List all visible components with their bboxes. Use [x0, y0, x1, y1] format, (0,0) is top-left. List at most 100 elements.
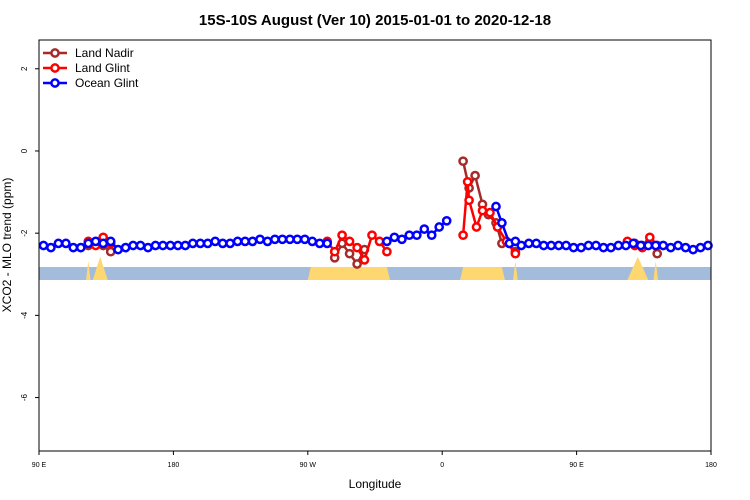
- land-band-0: [307, 267, 390, 280]
- point-ocean-glint-3-0: [516, 240, 527, 251]
- point-ocean-glint-3-12: [606, 242, 616, 253]
- point-ocean-glint-0-11: [120, 242, 131, 253]
- point-land-nadir-2-0: [458, 156, 468, 167]
- point-ocean-glint-0-24: [217, 238, 228, 249]
- x-axis: 90 E 180 90 W 0 90 E 180: [32, 451, 717, 469]
- point-land-glint-2-3: [471, 222, 482, 232]
- y-axis-label: XCO2 - MLO trend (ppm): [0, 178, 14, 313]
- point-land-glint-2-1: [462, 176, 473, 187]
- x-tick-label-4: 90 E: [569, 462, 584, 469]
- point-ocean-glint-0-15: [150, 240, 161, 251]
- point-ocean-glint-3-13: [613, 240, 624, 251]
- point-ocean-glint-3-21: [673, 240, 683, 251]
- point-ocean-glint-1-4: [411, 230, 422, 241]
- legend-label-ocean-glint: Ocean Glint: [75, 76, 139, 90]
- point-land-glint-2-5: [485, 207, 495, 218]
- point-ocean-glint-1-5: [419, 224, 430, 234]
- x-tick-label-1: 180: [168, 462, 180, 469]
- point-land-glint-2-2: [464, 195, 474, 206]
- point-ocean-glint-3-11: [598, 242, 609, 253]
- point-land-nadir-0-3: [105, 246, 116, 257]
- point-land-glint-1-4: [352, 242, 362, 253]
- point-ocean-glint-0-8: [98, 238, 109, 249]
- point-ocean-glint-0-34: [292, 234, 303, 245]
- legend-item-land-glint: Land Glint: [43, 61, 130, 75]
- x-tick-label-0: 90 E: [32, 462, 47, 469]
- x-tick-label-2: 90 W: [300, 462, 317, 469]
- point-ocean-glint-1-8: [441, 215, 452, 226]
- point-land-nadir-1-3: [352, 259, 362, 269]
- point-ocean-glint-3-5: [553, 240, 564, 251]
- point-ocean-glint-1-0: [382, 236, 392, 247]
- point-ocean-glint-0-22: [202, 238, 213, 249]
- point-ocean-glint-0-31: [270, 234, 280, 245]
- legend-item-land-nadir: Land Nadir: [43, 46, 134, 60]
- point-land-glint-1-6: [367, 230, 377, 241]
- point-ocean-glint-3-14: [621, 240, 631, 251]
- legend-label-land-glint: Land Glint: [75, 61, 130, 75]
- point-ocean-glint-3-7: [568, 242, 579, 253]
- point-ocean-glint-0-20: [187, 238, 198, 249]
- point-ocean-glint-1-2: [397, 234, 407, 245]
- point-ocean-glint-1-1: [389, 232, 400, 243]
- point-land-glint-1-1: [329, 246, 340, 257]
- point-ocean-glint-0-10: [113, 244, 123, 255]
- y-tick-label-1: 0: [20, 148, 29, 153]
- point-land-glint-1-7: [374, 236, 385, 247]
- legend-marker-ocean-glint: [50, 78, 60, 88]
- legend-item-ocean-glint: Ocean Glint: [43, 76, 139, 90]
- point-ocean-glint-0-25: [225, 238, 235, 249]
- y-tick-label-0: 2: [20, 66, 29, 71]
- point-ocean-glint-0-18: [173, 240, 183, 251]
- series-land-glint: [83, 176, 663, 265]
- point-land-glint-3-3: [644, 232, 655, 243]
- plot-frame: [38, 39, 712, 452]
- land-bump-2: [627, 256, 649, 280]
- point-ocean-glint-3-18: [650, 240, 661, 251]
- point-ocean-glint-3-24: [695, 242, 706, 253]
- point-ocean-glint-3-10: [591, 240, 601, 251]
- point-ocean-glint-0-21: [195, 238, 206, 249]
- point-ocean-glint-0-32: [277, 234, 288, 245]
- point-land-glint-2-4: [477, 205, 488, 216]
- point-ocean-glint-0-4: [68, 242, 79, 253]
- y-tick-label-4: -6: [20, 393, 29, 401]
- point-land-glint-1-2: [337, 230, 347, 241]
- land-bump-3: [653, 260, 658, 280]
- x-axis-label: Longitude: [349, 477, 402, 491]
- point-ocean-glint-0-5: [75, 242, 86, 253]
- point-ocean-glint-0-7: [90, 236, 101, 247]
- point-ocean-glint-1-6: [426, 230, 437, 241]
- series-ocean-glint: [38, 201, 713, 255]
- point-ocean-glint-3-15: [628, 238, 639, 249]
- point-ocean-glint-0-38: [322, 238, 333, 249]
- point-ocean-glint-0-17: [165, 240, 176, 251]
- point-land-glint-1-8: [382, 246, 392, 257]
- point-ocean-glint-3-9: [583, 240, 594, 251]
- point-ocean-glint-3-16: [635, 240, 646, 251]
- point-ocean-glint-0-13: [135, 240, 146, 251]
- chart-title: 15S-10S August (Ver 10) 2015-01-01 to 20…: [199, 12, 551, 29]
- point-ocean-glint-3-17: [643, 240, 654, 251]
- point-ocean-glint-0-9: [105, 236, 116, 247]
- point-ocean-glint-3-8: [576, 242, 586, 253]
- point-land-nadir-3-4: [652, 248, 663, 259]
- x-tick-label-3: 0: [440, 462, 444, 469]
- point-ocean-glint-0-30: [262, 236, 273, 247]
- point-ocean-glint-0-35: [299, 234, 310, 245]
- point-land-nadir-1-2: [344, 248, 355, 259]
- point-ocean-glint-0-23: [210, 236, 221, 247]
- point-ocean-glint-2-0: [491, 201, 501, 212]
- point-ocean-glint-3-25: [703, 240, 713, 251]
- legend-marker-land-glint: [50, 63, 60, 73]
- point-ocean-glint-0-28: [247, 236, 258, 247]
- point-ocean-glint-3-1: [523, 238, 534, 249]
- point-ocean-glint-0-2: [53, 238, 64, 249]
- legend-marker-land-nadir: [50, 48, 60, 58]
- point-land-glint-2-8: [510, 248, 521, 259]
- land-bump-0: [92, 256, 108, 280]
- point-land-glint-2-0: [458, 230, 468, 241]
- point-ocean-glint-3-2: [531, 238, 542, 249]
